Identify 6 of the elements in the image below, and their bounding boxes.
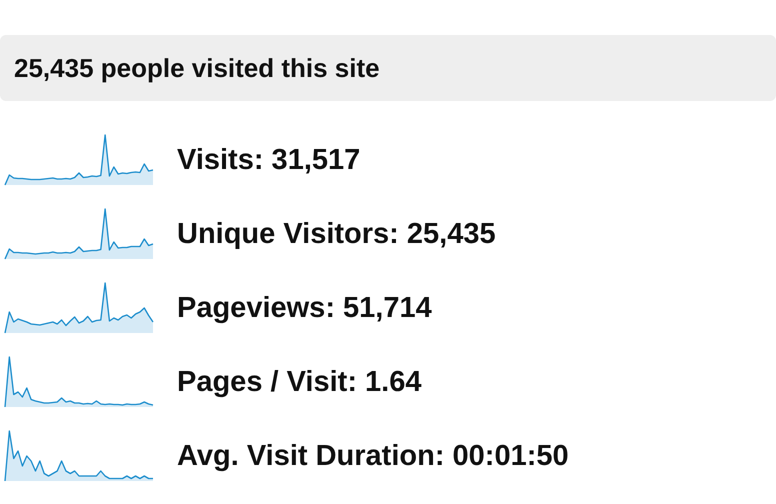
text: 25,435 people visited this site xyxy=(0,35,776,101)
text: Visits: 31,517 xyxy=(177,144,360,176)
text: Pages / Visit: 1.64 xyxy=(177,366,422,398)
text: Unique Visitors: 25,435 xyxy=(177,218,496,250)
text: Avg. Visit Duration: 00:01:50 xyxy=(177,440,569,472)
text: Pageviews: 51,714 xyxy=(177,292,432,324)
